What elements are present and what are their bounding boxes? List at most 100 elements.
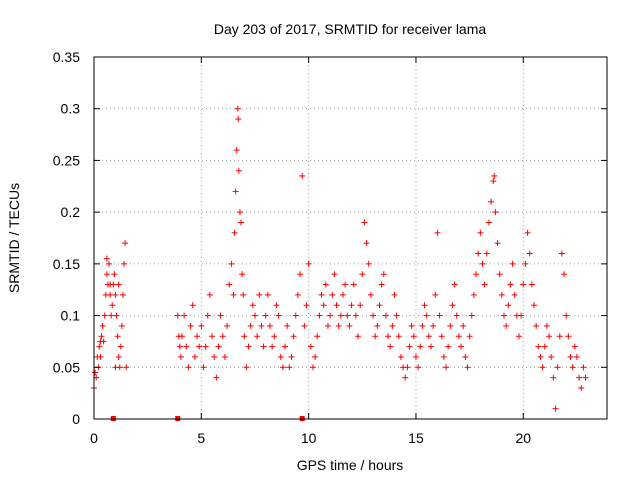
data-point bbox=[460, 322, 467, 329]
data-point bbox=[307, 343, 314, 350]
data-point bbox=[260, 343, 267, 350]
x-axis-label: GPS time / hours bbox=[297, 457, 404, 473]
x-tick-label: 20 bbox=[515, 430, 531, 446]
data-point bbox=[103, 271, 110, 278]
data-point bbox=[355, 333, 362, 340]
data-point bbox=[434, 229, 441, 236]
data-point bbox=[117, 343, 124, 350]
data-point bbox=[473, 271, 480, 278]
data-point bbox=[314, 333, 321, 340]
data-point bbox=[561, 271, 568, 278]
data-point bbox=[526, 250, 533, 257]
data-point bbox=[277, 353, 284, 360]
data-point bbox=[174, 312, 181, 319]
data-point bbox=[115, 353, 122, 360]
data-point bbox=[515, 333, 522, 340]
data-point bbox=[312, 353, 319, 360]
data-point bbox=[297, 271, 304, 278]
data-point bbox=[288, 353, 295, 360]
data-point bbox=[485, 219, 492, 226]
data-point bbox=[415, 364, 422, 371]
data-point bbox=[249, 302, 256, 309]
data-point bbox=[112, 364, 119, 371]
data-point bbox=[342, 281, 349, 288]
y-axis-label: SRMTID / TECUs bbox=[6, 183, 22, 293]
data-point bbox=[241, 333, 248, 340]
data-point bbox=[531, 302, 538, 309]
y-tick-label: 0.15 bbox=[53, 256, 80, 272]
data-point bbox=[271, 333, 278, 340]
data-point bbox=[97, 338, 104, 345]
data-point bbox=[235, 167, 242, 174]
data-point bbox=[231, 229, 238, 236]
data-point bbox=[357, 302, 364, 309]
data-point bbox=[103, 255, 110, 262]
data-point bbox=[391, 291, 398, 298]
data-point bbox=[230, 291, 237, 298]
data-point bbox=[333, 302, 340, 309]
data-point bbox=[217, 312, 224, 319]
data-point bbox=[491, 172, 498, 179]
x-tick-label: 5 bbox=[197, 430, 205, 446]
data-point bbox=[503, 322, 510, 329]
data-point bbox=[445, 343, 452, 350]
data-point bbox=[438, 333, 445, 340]
data-point bbox=[535, 343, 542, 350]
data-point bbox=[417, 343, 424, 350]
data-point bbox=[494, 240, 501, 247]
data-point bbox=[251, 312, 258, 319]
data-point bbox=[479, 260, 486, 267]
data-point bbox=[363, 240, 370, 247]
data-point bbox=[185, 364, 192, 371]
data-point bbox=[505, 302, 512, 309]
data-point bbox=[335, 322, 342, 329]
data-point bbox=[187, 322, 194, 329]
data-point bbox=[481, 281, 488, 288]
data-point bbox=[470, 291, 477, 298]
data-point bbox=[387, 343, 394, 350]
data-point bbox=[528, 281, 535, 288]
data-point bbox=[239, 271, 246, 278]
data-point bbox=[569, 364, 576, 371]
data-point bbox=[318, 291, 325, 298]
data-point bbox=[196, 343, 203, 350]
data-point bbox=[233, 147, 240, 154]
data-point bbox=[320, 302, 327, 309]
data-point bbox=[524, 229, 531, 236]
data-point bbox=[258, 322, 265, 329]
data-point bbox=[365, 260, 372, 267]
data-point bbox=[256, 291, 263, 298]
data-point bbox=[303, 302, 310, 309]
data-point bbox=[567, 353, 574, 360]
data-point bbox=[305, 260, 312, 267]
data-point bbox=[245, 343, 252, 350]
data-point bbox=[191, 353, 198, 360]
data-point bbox=[183, 343, 190, 350]
data-point bbox=[324, 322, 331, 329]
data-point bbox=[348, 302, 355, 309]
grid-lines bbox=[94, 57, 607, 419]
data-point bbox=[327, 312, 334, 319]
data-point bbox=[402, 374, 409, 381]
data-point bbox=[475, 250, 482, 257]
data-point bbox=[234, 105, 241, 112]
data-point bbox=[301, 322, 308, 329]
data-point bbox=[352, 312, 359, 319]
data-point bbox=[573, 353, 580, 360]
data-point bbox=[247, 322, 254, 329]
data-point bbox=[425, 333, 432, 340]
data-point bbox=[464, 364, 471, 371]
data-point bbox=[558, 250, 565, 257]
data-point bbox=[406, 343, 413, 350]
data-point bbox=[211, 353, 218, 360]
data-point bbox=[202, 343, 209, 350]
y-tick-label: 0.25 bbox=[53, 152, 80, 168]
data-point bbox=[492, 209, 499, 216]
data-point bbox=[235, 116, 242, 123]
data-point bbox=[337, 312, 344, 319]
data-point bbox=[114, 333, 121, 340]
data-point bbox=[240, 291, 247, 298]
data-point bbox=[282, 343, 289, 350]
data-point bbox=[554, 364, 561, 371]
data-point bbox=[385, 333, 392, 340]
